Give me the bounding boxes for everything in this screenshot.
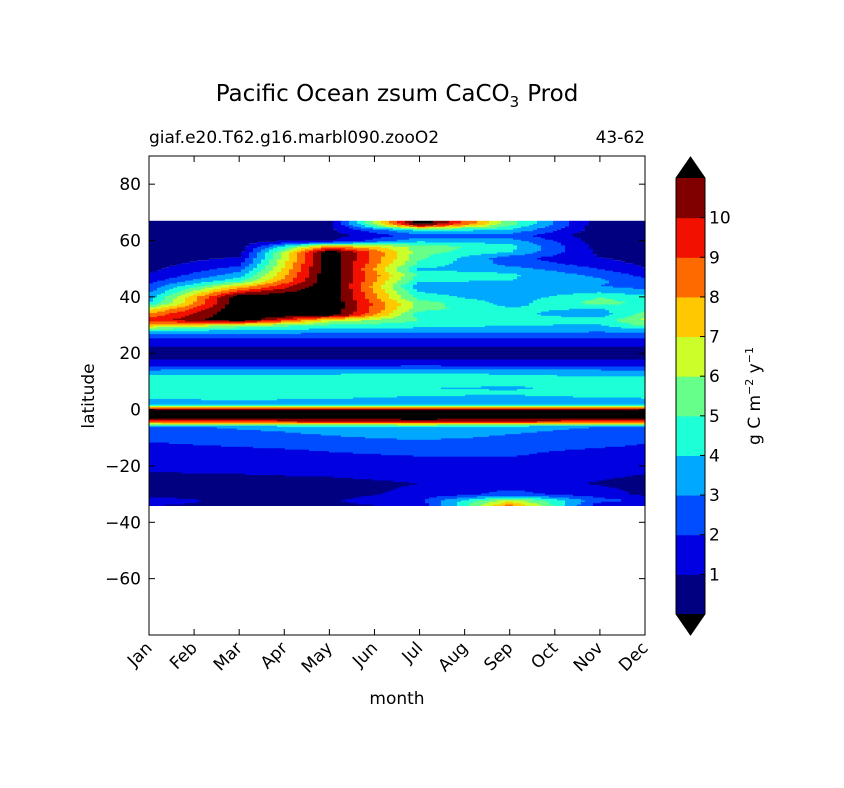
colorbar-tick-label: 3 (709, 486, 720, 506)
plot-area (148, 155, 646, 636)
x-tick-label: Oct (527, 638, 562, 673)
colorbar-bin (676, 257, 705, 298)
y-tick-label: 40 (119, 288, 141, 308)
colorbar-bin (676, 415, 705, 456)
colorbar-tick-label: 1 (709, 565, 720, 585)
colorbar-bin (676, 495, 705, 536)
colorbar-label: g C m−2 y−1 (743, 347, 765, 445)
x-tick-label: Sep (480, 638, 517, 675)
y-tick-label: 0 (130, 401, 141, 421)
colorbar-tick-label: 7 (709, 328, 720, 348)
chart-title: Pacific Ocean zsum CaCO3 Prod (216, 81, 579, 111)
colorbar-bin (676, 574, 705, 615)
x-tick-label: Mar (210, 638, 247, 675)
x-tick-label: Feb (166, 638, 201, 673)
y-tick-label: 80 (119, 175, 141, 195)
colorbar-bin (676, 296, 705, 338)
x-tick-label: Jun (348, 638, 382, 672)
subtitle-left: giaf.e20.T62.g16.marbl090.zooO2 (149, 128, 439, 148)
colorbar-tick-label: 10 (709, 209, 731, 229)
y-tick-label: 60 (119, 232, 141, 252)
colorbar-tick-label: 4 (709, 446, 720, 466)
subtitle-right: 43-62 (596, 128, 645, 148)
contour-field (149, 220, 646, 506)
colorbar-tick-label: 2 (709, 526, 720, 546)
x-tick-label: May (298, 638, 337, 677)
colorbar-bin (676, 376, 705, 417)
colorbar-extend-max (676, 157, 705, 178)
x-tick-label: Jan (123, 638, 156, 671)
y-axis: 80 60 40 20 0 −20 −40 −60 (105, 175, 645, 590)
colorbar-bin (676, 217, 705, 258)
colorbar-bin (676, 336, 705, 377)
x-tick-label: Dec (615, 638, 652, 675)
plot-frame (148, 155, 646, 636)
colorbar-outline (675, 156, 706, 636)
y-tick-label: −60 (105, 570, 141, 590)
colorbar-tick-label: 5 (709, 407, 720, 427)
x-tick-label: Jul (398, 638, 427, 667)
colorbar-bin (676, 534, 705, 575)
x-axis-label: month (369, 689, 424, 709)
colorbar-tick-label: 9 (709, 248, 720, 268)
colorbar-bin (676, 178, 705, 219)
colorbar: 1 2 3 4 5 6 7 8 9 10 (675, 156, 731, 636)
colorbar-tick-label: 6 (709, 367, 720, 387)
y-tick-label: −20 (105, 457, 141, 477)
y-tick-label: 20 (119, 344, 141, 364)
colorbar-tick-label: 8 (709, 288, 720, 308)
y-tick-label: −40 (105, 513, 141, 533)
x-tick-label: Nov (570, 638, 608, 676)
colorbar-bin (676, 455, 705, 496)
y-axis-label: latitude (79, 363, 99, 428)
x-tick-label: Aug (435, 638, 473, 676)
x-tick-label: Apr (257, 638, 292, 673)
colorbar-extend-min (676, 614, 705, 635)
